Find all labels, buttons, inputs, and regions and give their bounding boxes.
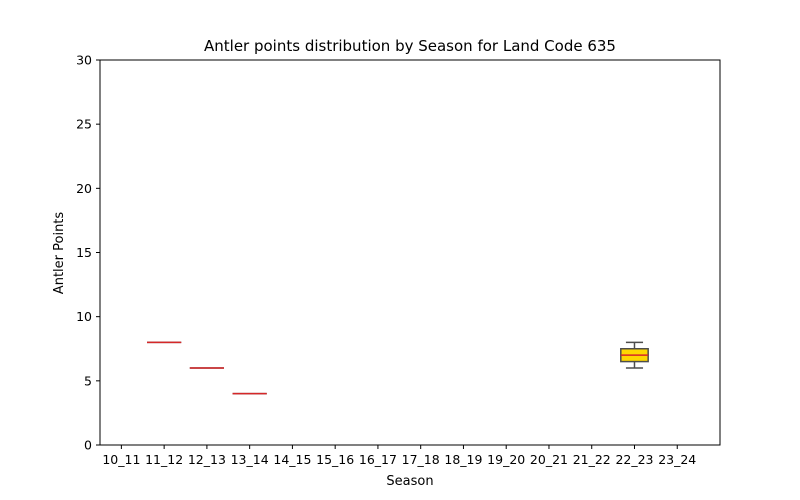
- y-tick-label: 0: [84, 438, 92, 453]
- y-tick-label: 25: [76, 117, 92, 132]
- x-tick-label: 21_22: [573, 452, 611, 467]
- plot-area: 0 5 10 15 20 25 30 10_11 11_12 12_13 13_14 14_15 15_…: [76, 53, 721, 467]
- plot-frame: [99, 59, 721, 446]
- x-tick-label: 20_21: [530, 452, 568, 467]
- x-tick-label: 17_18: [402, 452, 440, 467]
- y-tick-label: 5: [84, 373, 92, 388]
- x-tick-label: 10_11: [102, 452, 140, 467]
- x-tick-label: 12_13: [188, 452, 226, 467]
- y-tick-label: 15: [76, 245, 92, 260]
- x-tick-label: 14_15: [273, 452, 311, 467]
- x-tick-label: 18_19: [444, 452, 482, 467]
- x-axis-label: Season: [386, 474, 433, 489]
- x-tick-label: 19_20: [487, 452, 525, 467]
- y-tick-label: 10: [76, 309, 92, 324]
- y-axis-label: Antler Points: [52, 212, 67, 295]
- x-tick-label: 13_14: [231, 452, 269, 467]
- y-tick-label: 30: [76, 53, 92, 68]
- x-tick-label: 23_24: [658, 452, 696, 467]
- x-tick-label: 11_12: [145, 452, 183, 467]
- x-tick-label: 15_16: [316, 452, 354, 467]
- y-tick-label: 20: [76, 181, 92, 196]
- x-tick-label: 16_17: [359, 452, 397, 467]
- x-tick-label: 22_23: [615, 452, 653, 467]
- chart-title: Antler points distribution by Season for…: [204, 37, 616, 55]
